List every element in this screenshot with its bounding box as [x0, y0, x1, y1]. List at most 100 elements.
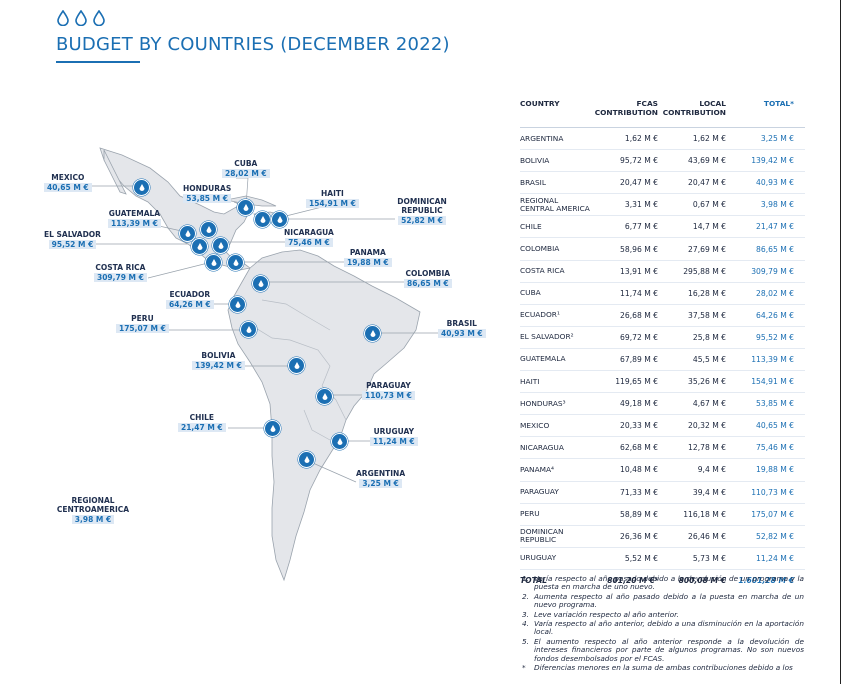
map-pin-uruguay[interactable]	[331, 433, 348, 450]
map-area: MEXICO 40,65 M € CUBA 28,02 M € HONDURAS 53…	[44, 147, 486, 582]
cell-total: 64,26 M €	[756, 310, 794, 320]
map-label-chile: CHILE 21,47 M €	[178, 413, 226, 432]
map-pin-honduras[interactable]	[237, 199, 254, 216]
map-pin-peru[interactable]	[240, 321, 257, 338]
map-label-brasil: BRASIL 40,93 M €	[438, 319, 486, 338]
map-pin-cuba[interactable]	[254, 211, 271, 228]
map-label-dominican: DOMINICAN REPUBLIC 52,82 M €	[397, 197, 447, 225]
cell-country: COSTA RICA	[520, 266, 565, 276]
cell-fcas: 67,89 M €	[620, 354, 658, 364]
cell-local: 116,18 M €	[683, 509, 726, 519]
footnote-text: Aumenta respecto al año pasado debido a …	[534, 591, 804, 610]
table-row: EL SALVADOR² 69,72 M € 25,8 M € 95,52 M €	[520, 327, 805, 349]
map-pin-chile[interactable]	[264, 420, 281, 437]
cell-country: CUBA	[520, 288, 541, 298]
title-underline	[56, 61, 140, 63]
cell-fcas: 119,65 M €	[615, 377, 658, 387]
cell-fcas: 49,18 M €	[620, 399, 658, 409]
table-row: GUATEMALA 67,89 M € 45,5 M € 113,39 M €	[520, 349, 805, 372]
cell-local: 35,26 M €	[688, 377, 726, 387]
table-row: PERU 58,89 M € 116,18 M € 175,07 M €	[520, 504, 805, 526]
footnotes: 1. Varía respecto al año pasado debido a …	[522, 574, 804, 673]
map-label-cuba: CUBA 28,02 M €	[222, 159, 270, 178]
cell-total: 19,88 M €	[756, 465, 794, 475]
map-label-mexico: MEXICO 40,65 M €	[44, 173, 92, 192]
table-row: CUBA 11,74 M € 16,28 M € 28,02 M €	[520, 283, 805, 305]
cell-local: 16,28 M €	[688, 288, 726, 298]
map-pin-paraguay[interactable]	[316, 388, 333, 405]
map-pin-bolivia[interactable]	[288, 357, 305, 374]
map-pin-brasil[interactable]	[364, 325, 381, 342]
footnote-number: 4.	[522, 619, 529, 629]
cell-total: 113,39 M €	[751, 354, 794, 364]
map-pin-argentina[interactable]	[298, 451, 315, 468]
cell-local: 0,67 M €	[692, 200, 726, 210]
map-pin-haiti[interactable]	[271, 211, 288, 228]
cell-total: 11,24 M €	[756, 553, 794, 563]
table-total-row: TOTAL 801,20 M €⁵ 800,08 M € 1.601,28 M …	[520, 570, 805, 592]
cell-total: 110,73 M €	[751, 487, 794, 497]
cell-local: 25,8 M €	[692, 332, 726, 342]
total-fcas: 801,20 M €⁵	[607, 576, 658, 586]
cell-country: HONDURAS³	[520, 398, 566, 408]
footnote: 5. El aumento respecto al año anterior re…	[522, 636, 804, 663]
footnote-text: El aumento respecto al año anterior resp…	[534, 636, 804, 663]
footnote-text: Diferencias menores en la suma de ambas …	[534, 663, 793, 673]
cell-total: 28,02 M €	[756, 288, 794, 298]
footnote-number: 3.	[522, 609, 529, 619]
table-row: COLOMBIA 58,96 M € 27,69 M € 86,65 M €	[520, 238, 805, 261]
cell-country: MEXICO	[520, 420, 550, 430]
country-borders	[245, 299, 347, 441]
table-row: BOLIVIA 95,72 M € 43,69 M € 139,42 M €	[520, 150, 805, 173]
cell-local: 14,7 M €	[692, 222, 726, 232]
table-row: ECUADOR¹ 26,68 M € 37,58 M € 64,26 M €	[520, 305, 805, 327]
cell-local: 27,69 M €	[688, 244, 726, 254]
cell-country: BOLIVIA	[520, 155, 550, 165]
table-body: ARGENTINA 1,62 M € 1,62 M € 3,25 M € BOLIVIA…	[520, 128, 805, 570]
water-drops-icon	[56, 10, 106, 26]
cell-fcas: 3,31 M €	[624, 200, 658, 210]
map-pin-mexico[interactable]	[133, 179, 150, 196]
total-total: 1.601,28 M €	[738, 576, 794, 586]
footnote: 1. Varía respecto al año pasado debido a …	[522, 574, 804, 592]
south-america-landmass	[227, 249, 421, 582]
map-pin-colombia[interactable]	[252, 275, 269, 292]
footnote-number: 5.	[522, 636, 529, 646]
cell-local: 9,4 M €	[697, 465, 726, 475]
cell-total: 40,65 M €	[756, 421, 794, 431]
cell-fcas: 10,48 M €	[620, 465, 658, 475]
map-pin-panama[interactable]	[227, 254, 244, 271]
page-edge	[840, 0, 841, 684]
cell-local: 4,67 M €	[692, 399, 726, 409]
map-pin-dominican[interactable]	[212, 237, 229, 254]
cell-country: PARAGUAY	[520, 487, 559, 497]
cell-local: 295,88 M €	[683, 266, 726, 276]
cell-fcas: 58,96 M €	[620, 244, 658, 254]
map-pin-ecuador[interactable]	[229, 296, 246, 313]
cell-fcas: 58,89 M €	[620, 509, 658, 519]
map-pin-elsalvador[interactable]	[191, 238, 208, 255]
cell-fcas: 11,74 M €	[620, 288, 658, 298]
cell-country: PERU	[520, 509, 540, 519]
cell-fcas: 6,77 M €	[624, 222, 658, 232]
map-label-elsalvador: EL SALVADOR 95,52 M €	[44, 230, 101, 249]
header-country: COUNTRY	[520, 99, 560, 108]
cell-country: HAITI	[520, 376, 540, 386]
footnote-text: Varía respecto al año anterior, debido a…	[534, 619, 804, 637]
cell-country: COLOMBIA	[520, 244, 560, 254]
header-fcas: FCAS CONTRIBUTION	[594, 99, 658, 117]
map-pin-guatemala[interactable]	[179, 225, 196, 242]
table-row: HAITI 119,65 M € 35,26 M € 154,91 M €	[520, 371, 805, 394]
table-row: CHILE 6,77 M € 14,7 M € 21,47 M €	[520, 216, 805, 239]
cell-total: 53,85 M €	[756, 399, 794, 409]
map-label-guatemala: GUATEMALA 113,39 M €	[108, 209, 161, 228]
map-pin-costarica[interactable]	[205, 254, 222, 271]
cell-total: 175,07 M €	[751, 509, 794, 519]
cell-local: 45,5 M €	[692, 354, 726, 364]
map-pin-nicaragua[interactable]	[200, 221, 217, 238]
cell-local: 12,78 M €	[688, 443, 726, 453]
cell-country: CHILE	[520, 221, 542, 231]
map-label-argentina: ARGENTINA 3,25 M €	[356, 469, 406, 488]
footnote: 3. Leve variación respecto al año anterio…	[522, 609, 804, 619]
table-row: HONDURAS³ 49,18 M € 4,67 M € 53,85 M €	[520, 393, 805, 416]
